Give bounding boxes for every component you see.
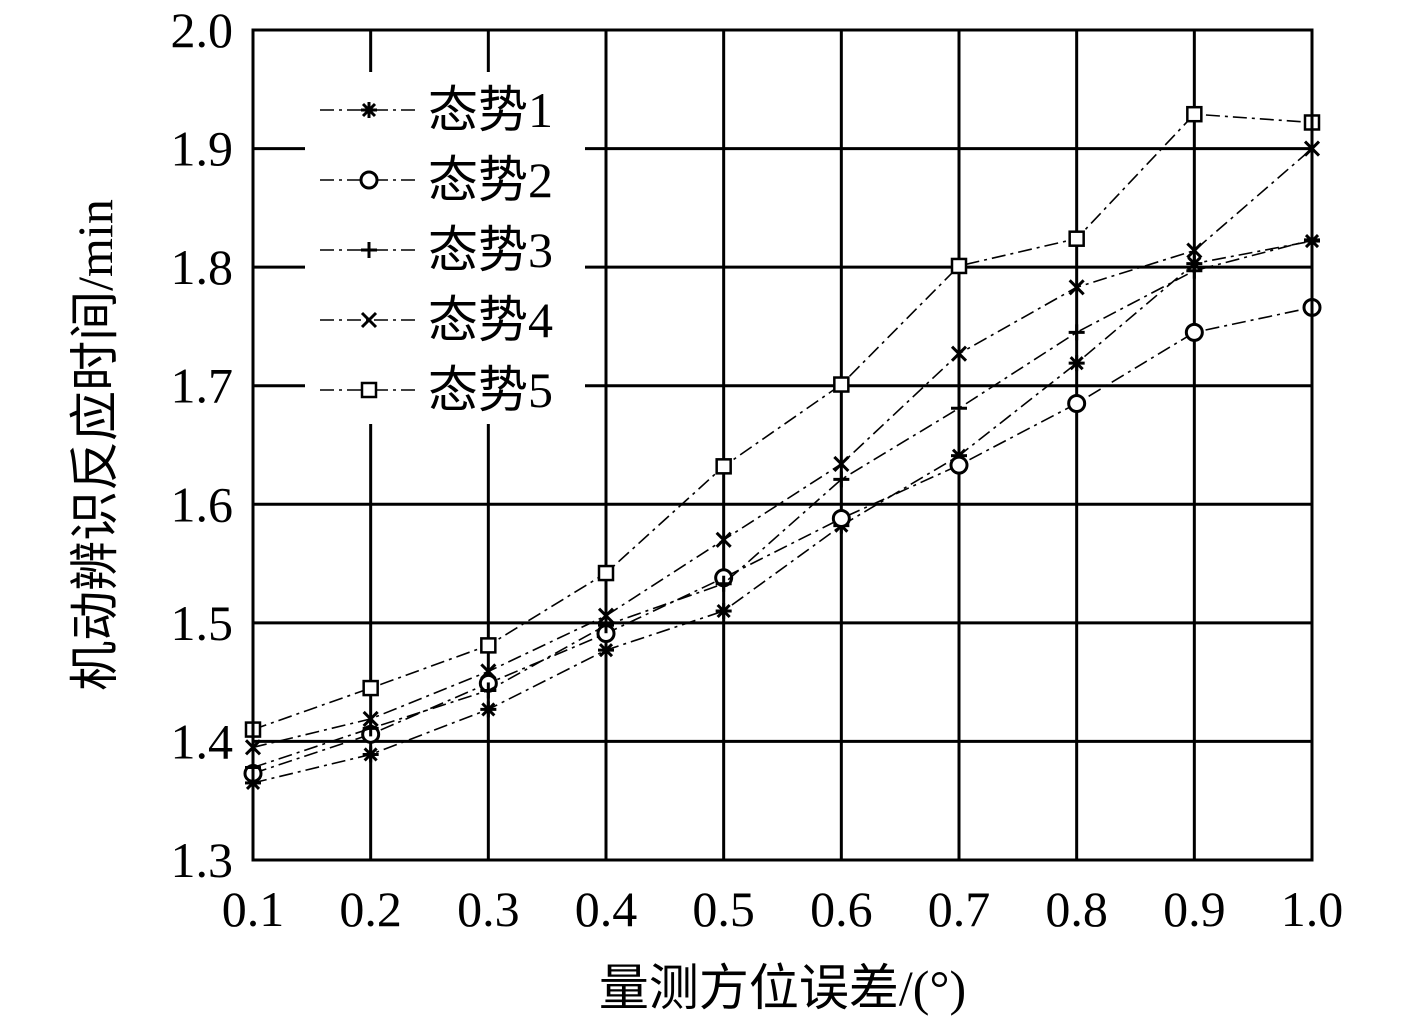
series-cross — [244, 140, 1321, 756]
y-tick-label: 1.3 — [171, 832, 234, 888]
x-tick-label: 0.6 — [810, 881, 873, 937]
data-point-marker — [1186, 262, 1203, 279]
series-square — [244, 105, 1321, 738]
legend-entry: 态势2 — [320, 152, 553, 208]
x-axis-label: 量测方位误差/(°) — [599, 960, 966, 1016]
data-point-marker — [480, 663, 497, 680]
y-tick-label: 1.9 — [171, 121, 234, 177]
series-lines — [243, 105, 1322, 791]
data-point-marker — [598, 617, 614, 634]
x-tick-label: 0.9 — [1163, 881, 1226, 937]
legend-label: 态势2 — [428, 152, 553, 208]
legend-label: 态势3 — [428, 222, 553, 278]
data-point-marker — [831, 509, 851, 529]
data-point-marker — [1068, 279, 1085, 296]
data-point-marker — [480, 637, 497, 654]
series-line — [252, 113, 1313, 731]
data-point-marker — [715, 531, 732, 548]
legend-label: 态势5 — [428, 362, 553, 418]
legend-entry: 态势3 — [320, 222, 553, 278]
legend-label: 态势1 — [428, 82, 553, 138]
legend-background — [305, 72, 585, 424]
legend-label: 态势4 — [428, 292, 553, 348]
y-tick-label: 1.7 — [171, 358, 234, 414]
data-point-marker — [1068, 355, 1085, 372]
data-point-marker — [362, 746, 379, 763]
data-point-marker — [361, 102, 377, 118]
legend-entry: 态势5 — [320, 362, 553, 418]
plot-frame — [251, 28, 1314, 862]
series-line — [252, 147, 1313, 749]
data-point-marker — [360, 381, 378, 399]
data-point-marker — [715, 458, 732, 475]
data-point-marker — [597, 607, 615, 624]
legend: 态势1 态势2 态势3 态势4 态势5 — [320, 82, 553, 418]
data-point-marker — [1067, 394, 1087, 413]
data-point-marker — [1068, 324, 1085, 341]
legend-entry: 态势4 — [320, 292, 553, 348]
data-point-marker — [361, 242, 377, 258]
data-point-marker — [715, 603, 732, 619]
data-point-marker — [950, 345, 968, 362]
data-point-marker — [951, 400, 967, 417]
series-line — [252, 239, 1313, 769]
y-tick-label: 1.5 — [171, 595, 234, 651]
data-point-marker — [1186, 242, 1203, 259]
data-point-marker — [362, 710, 379, 727]
y-tick-label: 1.8 — [171, 239, 234, 295]
data-point-marker — [1186, 105, 1203, 123]
x-tick-label: 1.0 — [1281, 881, 1344, 937]
data-point-marker — [833, 376, 850, 393]
data-point-marker — [597, 564, 615, 582]
series-line — [252, 240, 1313, 784]
y-tick-label: 1.6 — [171, 476, 234, 532]
data-point-marker — [480, 701, 497, 718]
data-point-marker — [949, 455, 969, 475]
series-circle — [243, 297, 1322, 783]
x-tick-label: 0.1 — [222, 881, 285, 937]
x-tick-label: 0.8 — [1045, 881, 1108, 937]
data-point-marker — [833, 455, 850, 473]
x-tick-label: 0.2 — [339, 881, 402, 937]
y-tick-label: 1.4 — [171, 713, 234, 769]
x-tick-label: 0.5 — [692, 881, 755, 937]
data-point-marker — [715, 575, 732, 592]
data-point-marker — [950, 257, 968, 275]
data-point-marker — [362, 720, 379, 737]
data-point-marker — [360, 311, 378, 329]
x-tick-label: 0.7 — [928, 881, 991, 937]
data-point-marker — [833, 471, 850, 488]
series-line — [252, 306, 1313, 775]
x-tick-label: 0.4 — [575, 881, 638, 937]
data-point-marker — [598, 642, 614, 659]
data-point-marker — [1184, 322, 1204, 342]
legend-entry: 态势1 — [320, 82, 553, 138]
data-point-marker — [480, 682, 497, 699]
data-point-marker — [1068, 230, 1085, 247]
x-tick-label: 0.3 — [457, 881, 520, 937]
data-point-marker — [359, 170, 379, 190]
tick-labels: 0.1 0.2 0.3 0.4 0.5 0.6 0.7 0.8 0.9 1.0 1.3 1.4 1.5 1… — [171, 2, 1344, 937]
y-tick-label: 2.0 — [171, 2, 234, 58]
data-point-marker — [362, 679, 379, 697]
y-axis-label: 机动辨识反应时间/min — [67, 199, 123, 691]
